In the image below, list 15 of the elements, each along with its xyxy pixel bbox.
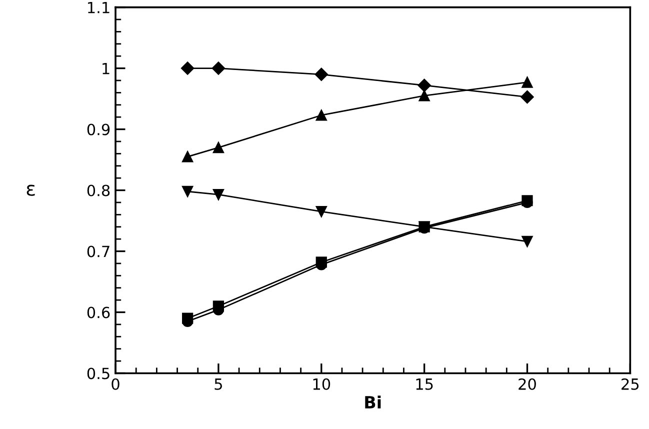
y-tick-label: 0.7 <box>87 246 110 258</box>
x-tick-label: 0 <box>112 378 120 390</box>
x-tick-label: 20 <box>518 378 536 390</box>
x-tick-label: 5 <box>214 378 222 390</box>
y-tick-label: 1.1 <box>88 2 110 14</box>
x-tick-label: 10 <box>313 378 330 390</box>
x-tick-label: 15 <box>416 378 433 390</box>
x-tick-label: 25 <box>622 378 639 390</box>
y-tick-label: 0.6 <box>87 306 110 318</box>
y-tick-label: 0.8 <box>87 184 110 196</box>
x-axis-title: Bi <box>365 396 381 408</box>
y-axis-title: ε <box>26 184 35 196</box>
y-tick-label: 0.9 <box>87 124 110 136</box>
y-tick-label: 0.5 <box>87 368 110 380</box>
y-tick-label: 1 <box>102 62 110 74</box>
